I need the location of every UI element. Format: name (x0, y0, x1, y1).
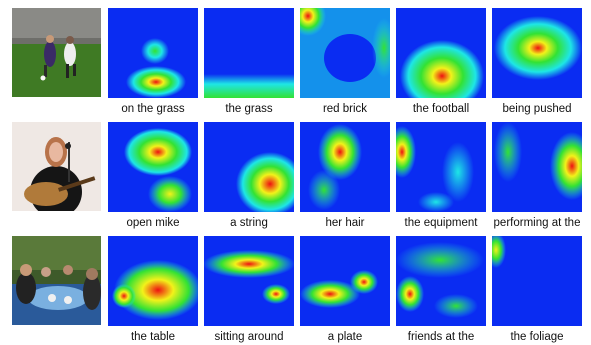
heatmap-row-2-col-4 (396, 122, 486, 212)
caption-row-3-col-1: the table (130, 331, 176, 343)
heatmap-row-3-col-4 (396, 236, 486, 326)
photo-row-2 (12, 122, 101, 211)
caption-row-2-col-3: her hair (325, 217, 365, 229)
heatmap-row-2-col-2 (204, 122, 294, 212)
caption-row-3-col-3: a plate (327, 331, 363, 343)
heatmap-row-3-col-2 (204, 236, 294, 326)
photo-row-1 (12, 8, 101, 97)
caption-row-2-col-2: a string (230, 217, 268, 229)
caption-row-3-col-4: friends at the (407, 331, 475, 343)
caption-row-1-col-1: on the grass (121, 103, 185, 115)
caption-row-3-col-5: the foliage (510, 331, 564, 343)
heatmap-row-1-col-2 (204, 8, 294, 98)
heatmap-row-2-col-1 (108, 122, 198, 212)
caption-row-2-col-5: performing at the (493, 217, 581, 229)
heatmap-row-1-col-5 (492, 8, 582, 98)
heatmap-row-3-col-5 (492, 236, 582, 326)
caption-row-2-col-4: the equipment (404, 217, 478, 229)
caption-row-1-col-5: being pushed (502, 103, 572, 115)
heatmap-row-3-col-3 (300, 236, 390, 326)
caption-row-3-col-2: sitting around (214, 331, 284, 343)
heatmap-row-2-col-5 (492, 122, 582, 212)
heatmap-row-3-col-1 (108, 236, 198, 326)
heatmap-row-1-col-4 (396, 8, 486, 98)
caption-row-2-col-1: open mike (126, 217, 180, 229)
photo-row-3 (12, 236, 101, 325)
caption-row-1-col-3: red brick (322, 103, 368, 115)
caption-row-1-col-2: the grass (225, 103, 273, 115)
heatmap-row-1-col-1 (108, 8, 198, 98)
heatmap-row-1-col-3 (300, 8, 390, 98)
caption-row-1-col-4: the football (412, 103, 470, 115)
heatmap-row-2-col-3 (300, 122, 390, 212)
